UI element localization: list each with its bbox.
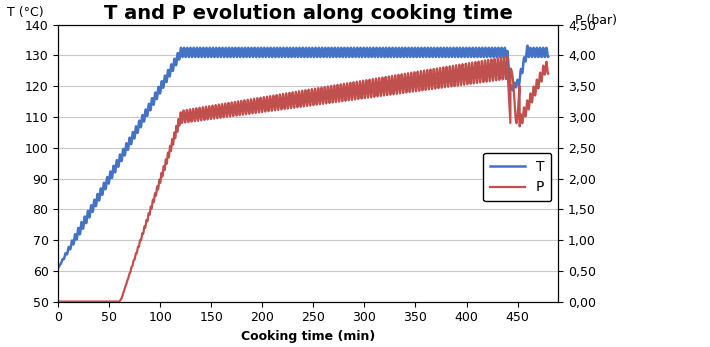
T: [54, 266, 62, 270]
P: [544, 72, 552, 76]
T: [71, 232, 80, 236]
P: [284, 99, 293, 103]
P: [427, 86, 436, 90]
P: [339, 83, 348, 87]
T: [242, 55, 251, 59]
P: [242, 110, 251, 115]
T: [427, 51, 436, 55]
Y-axis label: P (bar): P (bar): [575, 14, 617, 27]
T: [523, 44, 532, 48]
P: [54, 299, 62, 304]
T: [339, 50, 348, 54]
X-axis label: Cooking time (min): Cooking time (min): [241, 330, 376, 343]
Legend: T, P: T, P: [484, 153, 552, 201]
P: [71, 299, 80, 304]
Y-axis label: T (°C): T (°C): [7, 6, 44, 19]
Line: T: T: [58, 46, 548, 268]
T: [544, 55, 552, 59]
Line: P: P: [58, 57, 548, 302]
P: [503, 55, 512, 59]
T: [284, 54, 293, 59]
T: [353, 46, 361, 51]
P: [353, 80, 361, 84]
Title: T and P evolution along cooking time: T and P evolution along cooking time: [104, 4, 513, 23]
